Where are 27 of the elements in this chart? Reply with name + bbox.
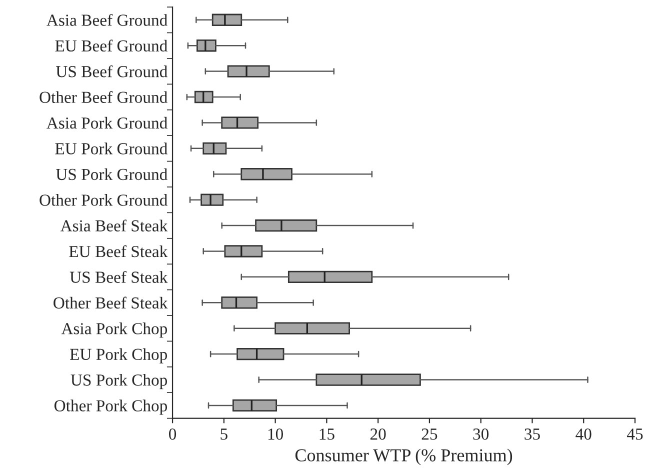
- x-tick-label: 40: [576, 428, 592, 440]
- x-tick-label: 35: [524, 428, 540, 440]
- y-tick-label: Asia Beef Steak: [60, 220, 168, 232]
- y-tick-label: Other Pork Chop: [54, 400, 168, 415]
- y-tick-label: EU Beef Steak: [69, 245, 168, 258]
- y-tick-label: Asia Beef Ground: [46, 14, 168, 26]
- y-tick-label: US Beef Steak: [70, 270, 168, 283]
- y-tick-label: Other Pork Ground: [40, 194, 168, 206]
- x-tick-label: 0: [168, 428, 176, 440]
- y-tick-label: US Pork Chop: [70, 374, 168, 390]
- y-tick-label: EU Pork Ground: [55, 142, 168, 154]
- x-axis-title: Consumer WTP (% Premium): [295, 448, 512, 466]
- y-tick-label: US Pork Ground: [56, 168, 168, 180]
- y-tick-label: Other Beef Steak: [54, 296, 168, 309]
- y-tick-label: Asia Pork Ground: [46, 116, 168, 129]
- x-tick-label: 25: [422, 428, 438, 440]
- x-tick-label: 45: [627, 428, 643, 440]
- x-tick-label: 15: [320, 428, 334, 440]
- y-tick-label: EU Beef Ground: [55, 40, 168, 52]
- x-tick-label: 5: [220, 428, 228, 440]
- x-tick-label: 30: [473, 428, 489, 440]
- x-tick-label: 20: [370, 428, 386, 440]
- y-tick-label: EU Pork Chop: [70, 348, 168, 364]
- y-tick-label: US Beef Ground: [56, 65, 168, 78]
- x-tick-label: 10: [268, 428, 283, 440]
- y-tick-label: Asia Pork Chop: [61, 322, 168, 338]
- y-tick-label: Other Beef Ground: [40, 91, 168, 103]
